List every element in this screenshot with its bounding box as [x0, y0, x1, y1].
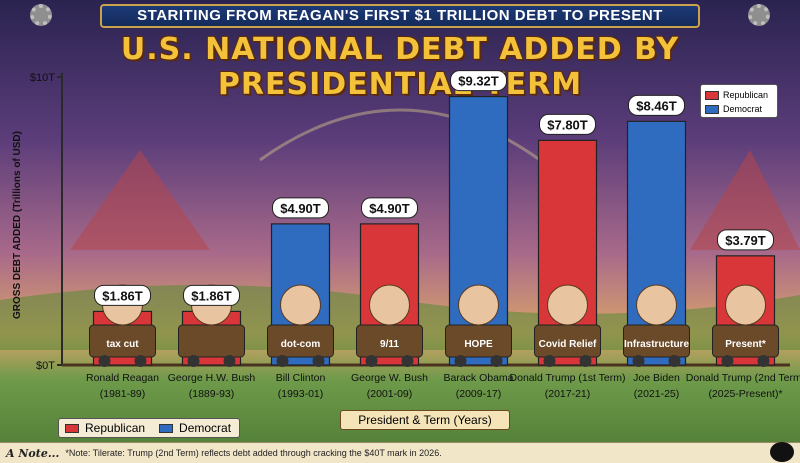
cart-wheel — [187, 355, 200, 367]
value-label: $1.86T — [191, 288, 232, 303]
gear-icon-left — [30, 4, 52, 26]
x-term-label: (1981-89) — [100, 388, 146, 400]
x-term-label: (2025-Present)* — [708, 388, 782, 400]
value-label-bubble — [628, 94, 685, 116]
cart-wheel — [365, 355, 378, 367]
president-portrait — [636, 284, 677, 326]
democrat-swatch — [705, 104, 719, 114]
president-portrait — [725, 284, 766, 326]
cart-wheel — [401, 355, 414, 367]
democrat-swatch-bottom — [159, 423, 174, 433]
republican-swatch-bottom — [65, 423, 79, 433]
bar-annotation: Infrastructure — [624, 339, 689, 350]
x-category-label: Barack Obama — [443, 372, 513, 384]
value-label: $3.79T — [725, 233, 766, 248]
brand-logo-icon — [770, 442, 794, 462]
bar-annotation: dot-com — [281, 339, 321, 350]
value-label-bubble — [272, 197, 329, 219]
legend-bottom-republican-label: Republican — [85, 421, 146, 435]
x-category-label: George H.W. Bush — [168, 372, 256, 384]
value-label: $9.32T — [458, 74, 499, 89]
president-portrait — [547, 284, 588, 326]
bars-group: $1.86T tax cut $1.86T $4.90T dot-com $4.90T 9/… — [89, 70, 779, 367]
x-term-label: (2017-21) — [545, 388, 591, 400]
x-term-label: (1993-01) — [278, 388, 324, 400]
x-term-label: (1889-93) — [189, 388, 235, 400]
value-label-bubble — [94, 284, 151, 306]
value-label: $4.90T — [280, 201, 321, 216]
cart-wheel — [543, 355, 556, 367]
president-portrait — [280, 284, 321, 326]
bar-annotation: 9/11 — [380, 339, 399, 350]
bar-annotation: HOPE — [464, 339, 493, 350]
x-category-label: Ronald Reagan — [86, 372, 159, 384]
footer-note: A Note... *Note: Tilerate: Trump (2nd Te… — [0, 442, 800, 463]
cart-wheel — [276, 355, 289, 367]
note-tag: A Note... — [6, 446, 60, 460]
cart-wheel — [757, 355, 770, 367]
president-portrait — [458, 284, 499, 326]
banner-text: STARITING FROM REAGAN'S FIRST $1 TRILLIO… — [137, 7, 663, 24]
cart-wheel — [98, 355, 111, 367]
value-label: $4.90T — [369, 201, 410, 216]
cart-wheel — [721, 355, 734, 367]
president-portrait — [369, 284, 410, 326]
x-category-label: George W. Bush — [351, 372, 428, 384]
chart-title: U.S. NATIONAL DEBT ADDED BY PRESIDENTIAL… — [120, 32, 680, 102]
cart-wheel — [632, 355, 645, 367]
cart-wheel — [134, 355, 147, 367]
value-label-bubble — [361, 197, 418, 219]
legend-republican-label: Republican — [723, 90, 769, 100]
republican-swatch — [705, 90, 719, 100]
note-text: *Note: Tilerate: Trump (2nd Term) reflec… — [65, 448, 442, 458]
cart-wheel — [668, 355, 681, 367]
cart-wheel — [579, 355, 592, 367]
x-category-label: Donald Trump (1st Term) — [510, 372, 626, 384]
cart-wheel — [312, 355, 325, 367]
value-label-bubble — [539, 113, 596, 135]
legend-bottom-democrat-label: Democrat — [179, 421, 232, 435]
cart-wheel — [490, 355, 503, 367]
value-label: $1.86T — [102, 288, 143, 303]
bar-annotation: Present* — [725, 339, 766, 350]
cart-wheel — [223, 355, 236, 367]
value-label-bubble — [717, 229, 774, 251]
value-label: $8.46T — [636, 98, 677, 113]
x-axis-label: President & Term (Years) — [340, 410, 510, 430]
x-category-label: Joe Biden — [633, 372, 680, 384]
value-label-bubble — [450, 70, 507, 92]
y-axis-title: GROSS DEBT ADDED (Trillions of USD) — [12, 131, 23, 319]
gear-icon-right — [748, 4, 770, 26]
y-tick-label: $0T — [36, 360, 55, 372]
bar-annotation: tax cut — [106, 339, 139, 350]
x-term-label: (2021-25) — [634, 388, 680, 400]
y-tick-label: $10T — [30, 72, 55, 84]
legend-bottom-left: Republican Democrat — [58, 418, 240, 438]
cart-wheel — [454, 355, 467, 367]
header-banner: STARITING FROM REAGAN'S FIRST $1 TRILLIO… — [100, 4, 700, 28]
value-label-bubble — [183, 284, 240, 306]
value-label: $7.80T — [547, 117, 588, 132]
x-category-label: Bill Clinton — [276, 372, 326, 384]
cart — [178, 324, 245, 358]
legend-top-right: Republican Democrat — [700, 84, 778, 118]
x-labels-group: Ronald Reagan (1981-89) George H.W. Bush (1… — [86, 372, 800, 400]
x-term-label: (2009-17) — [456, 388, 502, 400]
legend-democrat-label: Democrat — [723, 104, 763, 114]
bar-annotation: Covid Relief — [539, 339, 597, 350]
x-category-label: Donald Trump (2nd Term) — [686, 372, 800, 384]
x-term-label: (2001-09) — [367, 388, 413, 400]
